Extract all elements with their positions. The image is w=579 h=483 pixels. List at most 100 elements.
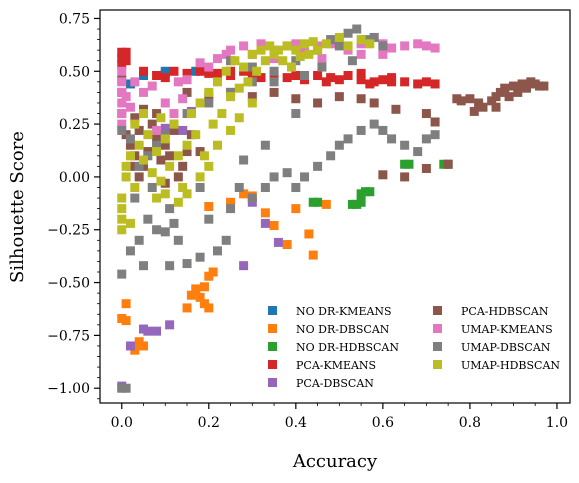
data-point	[117, 77, 127, 87]
data-point	[413, 79, 423, 89]
data-point	[173, 151, 183, 161]
data-point	[343, 28, 353, 38]
data-point	[234, 182, 244, 192]
data-point	[291, 109, 301, 119]
data-point	[291, 45, 301, 55]
data-point	[165, 151, 175, 161]
data-point	[300, 39, 310, 49]
data-point	[282, 41, 292, 51]
legend-entry: NO DR-KMEANS	[296, 305, 392, 318]
data-point	[387, 43, 397, 53]
data-point	[430, 117, 440, 127]
data-point	[478, 102, 488, 112]
data-point	[117, 193, 127, 203]
data-point	[313, 98, 323, 108]
data-point	[169, 125, 179, 135]
data-point	[260, 56, 270, 66]
data-point	[152, 134, 162, 144]
data-point	[204, 62, 214, 72]
data-point	[117, 204, 127, 214]
data-point	[191, 284, 201, 294]
legend-entry: UMAP-DBSCAN	[461, 341, 551, 354]
y-tick-label: 0.25	[59, 117, 90, 133]
data-point	[356, 49, 366, 59]
data-point	[269, 87, 279, 97]
x-tick-label: 0.8	[459, 415, 481, 431]
data-point	[400, 140, 410, 150]
data-point	[199, 151, 209, 161]
data-point	[182, 87, 192, 97]
data-point	[317, 54, 327, 64]
data-point	[139, 261, 149, 271]
data-point	[365, 187, 375, 197]
legend-entry: PCA-KMEANS	[296, 359, 376, 372]
data-point	[334, 140, 344, 150]
data-point	[265, 41, 275, 51]
data-point	[204, 98, 214, 108]
data-point	[152, 125, 162, 135]
data-point	[430, 130, 440, 140]
legend-entry: PCA-HDBSCAN	[461, 305, 549, 318]
data-point	[121, 383, 131, 393]
data-point	[139, 109, 149, 119]
legend-entry: NO DR-HDBSCAN	[296, 341, 399, 354]
data-point	[125, 134, 135, 144]
data-point	[334, 92, 344, 102]
x-tick-label: 0.4	[285, 415, 307, 431]
data-point	[539, 81, 549, 91]
data-point	[469, 106, 479, 116]
data-point	[182, 140, 192, 150]
x-axis-ticks: 0.0 0.2 0.4 0.6 0.8 1.0	[111, 403, 568, 431]
data-point	[491, 102, 501, 112]
data-point	[204, 303, 214, 313]
data-point	[134, 172, 144, 182]
data-point	[378, 41, 388, 51]
y-tick-label: −0.25	[47, 223, 90, 239]
y-tick-label: −0.50	[47, 276, 90, 292]
legend-entry: UMAP-KMEANS	[461, 323, 553, 336]
data-point	[139, 66, 149, 76]
data-point	[160, 140, 170, 150]
legend-entry: PCA-DBSCAN	[296, 377, 374, 390]
data-point	[400, 41, 410, 51]
data-point	[156, 113, 166, 123]
data-point	[213, 54, 222, 64]
data-point	[130, 182, 140, 192]
data-point	[356, 75, 366, 85]
data-point	[256, 73, 266, 83]
data-point	[465, 94, 475, 104]
data-point	[186, 290, 196, 300]
data-point	[269, 221, 279, 231]
data-point	[169, 119, 179, 129]
data-point	[313, 71, 323, 80]
data-point	[278, 56, 288, 66]
y-axis-ticks: −1.00 −0.75 −0.50 −0.25 0.00 0.25 0.50 0.75	[47, 11, 100, 400]
data-point	[404, 159, 414, 169]
legend-entry: NO DR-DBSCAN	[296, 323, 390, 336]
data-point	[421, 41, 431, 51]
data-point	[226, 197, 236, 207]
data-point	[286, 62, 296, 72]
data-point	[226, 204, 236, 214]
data-point	[282, 73, 292, 83]
data-point	[247, 193, 257, 203]
data-point	[117, 98, 127, 108]
data-point	[204, 161, 214, 171]
data-point	[347, 56, 357, 66]
data-point	[204, 68, 214, 78]
data-point	[195, 98, 205, 108]
data-point	[156, 155, 166, 165]
data-point	[421, 134, 431, 144]
data-point	[130, 193, 140, 203]
data-point	[500, 83, 510, 93]
data-point	[165, 161, 175, 171]
data-point	[178, 125, 188, 135]
data-point	[239, 155, 249, 165]
data-point	[365, 39, 375, 49]
data-point	[169, 218, 179, 228]
data-point	[182, 259, 192, 269]
data-point	[365, 79, 375, 89]
data-point	[239, 261, 249, 271]
data-point	[421, 163, 431, 173]
data-point	[317, 62, 327, 72]
